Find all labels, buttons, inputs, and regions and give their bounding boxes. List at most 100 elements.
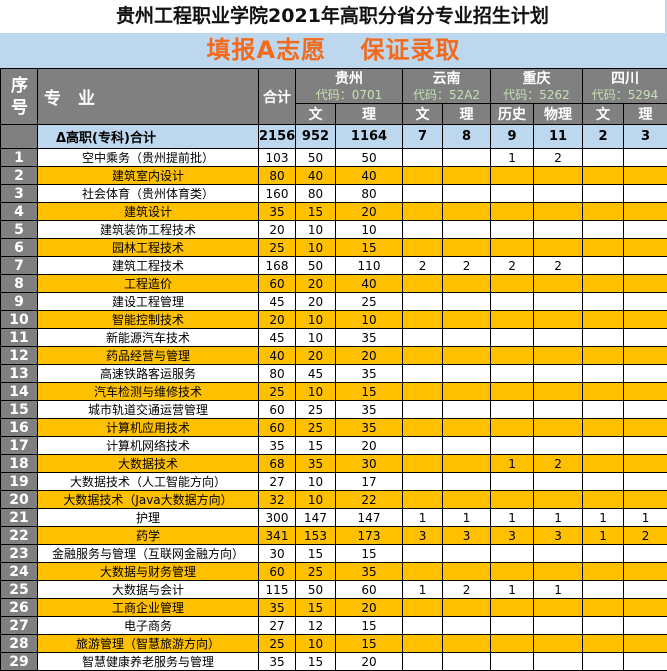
- row-value: [443, 599, 491, 617]
- row-value: [443, 635, 491, 653]
- row-value: [403, 563, 443, 581]
- row-value: 1: [624, 509, 667, 527]
- row-value: [534, 545, 583, 563]
- row-value: [583, 419, 624, 437]
- row-seq: 13: [1, 365, 38, 383]
- row-value: 35: [336, 419, 403, 437]
- row-major: 计算机网络技术: [38, 437, 259, 455]
- row-value: [583, 491, 624, 509]
- row-value: [534, 293, 583, 311]
- row-value: [624, 401, 667, 419]
- row-seq: 21: [1, 509, 38, 527]
- row-seq: 8: [1, 275, 38, 293]
- row-major: 电子商务: [38, 617, 259, 635]
- row-value: 168: [259, 257, 296, 275]
- row-value: 22: [336, 491, 403, 509]
- row-value: [443, 455, 491, 473]
- row-major: 建筑装饰工程技术: [38, 221, 259, 239]
- row-major: 空中乘务（贵州提前批）: [38, 149, 259, 167]
- row-value: 10: [296, 221, 336, 239]
- row-value: [443, 563, 491, 581]
- row-value: 2: [491, 257, 534, 275]
- row-value: [403, 221, 443, 239]
- row-value: [534, 221, 583, 239]
- row-major: 护理: [38, 509, 259, 527]
- row-value: 1: [491, 581, 534, 599]
- row-seq: 5: [1, 221, 38, 239]
- row-value: [403, 185, 443, 203]
- row-value: 35: [296, 455, 336, 473]
- row-value: [534, 419, 583, 437]
- row-value: [491, 239, 534, 257]
- row-value: [443, 383, 491, 401]
- row-value: [624, 455, 667, 473]
- row-value: [491, 275, 534, 293]
- row-value: [583, 563, 624, 581]
- row-major: 大数据技术: [38, 455, 259, 473]
- row-value: [403, 347, 443, 365]
- row-value: 2: [443, 257, 491, 275]
- row-value: [624, 383, 667, 401]
- row-major: 建筑工程技术: [38, 257, 259, 275]
- row-value: [403, 491, 443, 509]
- row-value: [443, 311, 491, 329]
- row-value: [491, 203, 534, 221]
- row-major: 建筑设计: [38, 203, 259, 221]
- row-value: [443, 149, 491, 167]
- row-value: 32: [259, 491, 296, 509]
- row-seq: 4: [1, 203, 38, 221]
- row-value: 10: [296, 473, 336, 491]
- summary-value: 3: [624, 125, 667, 149]
- row-value: [534, 347, 583, 365]
- row-seq: 23: [1, 545, 38, 563]
- row-value: [491, 383, 534, 401]
- summary-value: 2156: [259, 125, 296, 149]
- row-value: 30: [336, 455, 403, 473]
- row-value: [443, 365, 491, 383]
- row-value: 147: [336, 509, 403, 527]
- row-value: 2: [534, 257, 583, 275]
- row-value: [443, 275, 491, 293]
- page-title: 贵州工程职业学院2021年高职分省分专业招生计划: [0, 0, 667, 33]
- row-value: 60: [259, 401, 296, 419]
- slogan-banner: 填报A志愿 保证录取: [0, 33, 667, 68]
- row-major: 药品经营与管理: [38, 347, 259, 365]
- row-value: [583, 203, 624, 221]
- row-value: 35: [336, 365, 403, 383]
- row-seq: 28: [1, 635, 38, 653]
- enrollment-table: 序号 专 业 合计 贵州代码：0701 云南代码：52A2 重庆代码：5262 …: [0, 68, 667, 671]
- row-value: [443, 617, 491, 635]
- header-province-guizhou: 贵州代码：0701: [296, 69, 403, 104]
- header-sub-col: 物理: [534, 104, 583, 125]
- row-value: 20: [336, 653, 403, 671]
- row-value: [583, 311, 624, 329]
- row-value: [534, 563, 583, 581]
- row-value: 15: [296, 653, 336, 671]
- row-value: 40: [336, 275, 403, 293]
- row-value: [403, 599, 443, 617]
- row-value: [403, 437, 443, 455]
- row-value: 40: [336, 167, 403, 185]
- row-value: 153: [296, 527, 336, 545]
- row-value: [624, 329, 667, 347]
- row-value: [534, 329, 583, 347]
- row-seq: 15: [1, 401, 38, 419]
- row-major: 汽车检测与维修技术: [38, 383, 259, 401]
- row-value: [443, 437, 491, 455]
- row-value: [534, 599, 583, 617]
- row-value: 1: [491, 149, 534, 167]
- row-value: [403, 311, 443, 329]
- row-value: 35: [336, 563, 403, 581]
- row-value: [491, 635, 534, 653]
- row-value: [443, 293, 491, 311]
- row-value: 15: [296, 599, 336, 617]
- row-value: 341: [259, 527, 296, 545]
- row-value: [403, 383, 443, 401]
